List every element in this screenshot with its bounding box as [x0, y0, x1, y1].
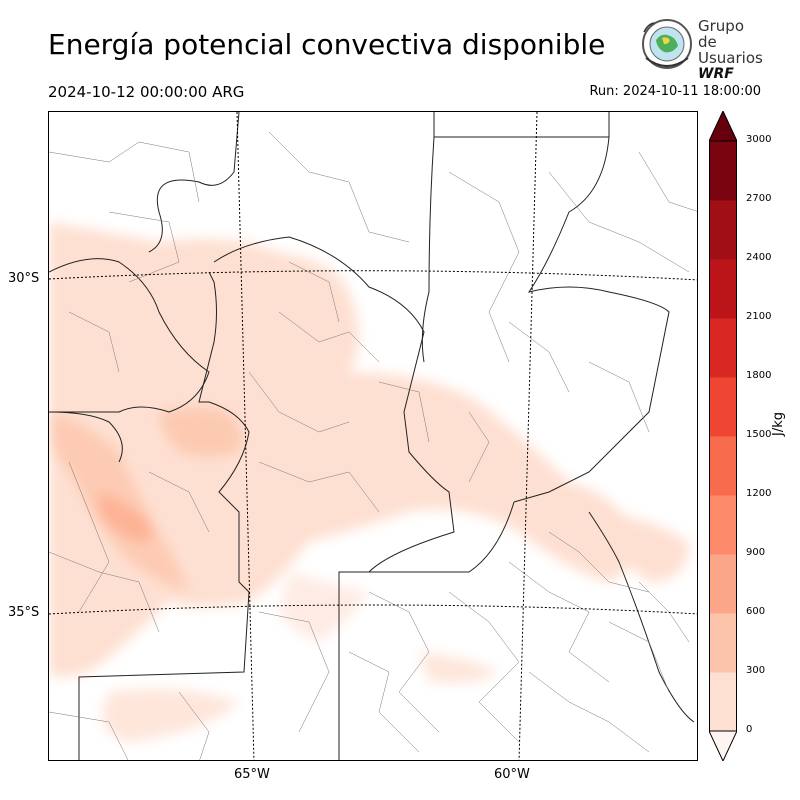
colorbar-tick-label: 0 — [746, 724, 753, 735]
logo-line3: WRF — [698, 66, 734, 82]
logo-line1: Grupo de — [698, 17, 744, 51]
colorbar-tick-label: 300 — [746, 665, 766, 676]
lon-label-60w: 60°W — [494, 767, 530, 782]
wrf-logo: Grupo de Usuarios WRF — [640, 17, 763, 82]
lat-label-30s: 30°S — [8, 271, 40, 286]
map-panel — [48, 111, 698, 761]
colorbar-bin — [709, 672, 737, 732]
colorbar-frame — [709, 140, 737, 732]
lon-label-65w: 65°W — [234, 767, 270, 782]
colorbar-bin — [709, 377, 737, 437]
colorbar-bin — [709, 613, 737, 673]
valid-time: 2024-10-12 00:00:00 ARG — [48, 83, 245, 101]
colorbar-bin — [709, 259, 737, 319]
colorbar-bin — [709, 554, 737, 614]
colorbar-tick-label: 1500 — [746, 429, 772, 440]
run-time: Run: 2024-10-11 18:00:00 — [589, 84, 761, 99]
province-borders — [49, 112, 695, 760]
colorbar-unit: J/kg — [771, 412, 786, 436]
graticule — [49, 112, 697, 760]
colorbar-bin — [709, 200, 737, 260]
globe-seal-icon — [642, 19, 692, 69]
colorbar-tick-label: 1200 — [746, 488, 772, 499]
colorbar — [709, 111, 737, 761]
logo-line2: Usuarios — [698, 49, 763, 67]
chart-title: Energía potencial convectiva disponible — [48, 28, 606, 61]
colorbar-bin — [709, 495, 737, 555]
colorbar-tick-label: 2100 — [746, 311, 772, 322]
colorbar-tick-label: 3000 — [746, 134, 772, 145]
colorbar-tick-label: 900 — [746, 547, 766, 558]
colorbar-tick-label: 600 — [746, 606, 766, 617]
colorbar-bin — [709, 436, 737, 496]
colorbar-tick-label: 1800 — [746, 370, 772, 381]
colorbar-tick-label: 2400 — [746, 252, 772, 263]
department-borders — [49, 131, 697, 760]
colorbar-extend-min — [709, 730, 737, 761]
cape-map — [49, 112, 697, 760]
colorbar-extend-max — [709, 111, 737, 142]
cape-field — [49, 222, 689, 742]
lat-label-35s: 35°S — [8, 605, 40, 620]
colorbar-bin — [709, 318, 737, 378]
colorbar-tick-label: 2700 — [746, 193, 772, 204]
colorbar-bin — [709, 141, 737, 201]
